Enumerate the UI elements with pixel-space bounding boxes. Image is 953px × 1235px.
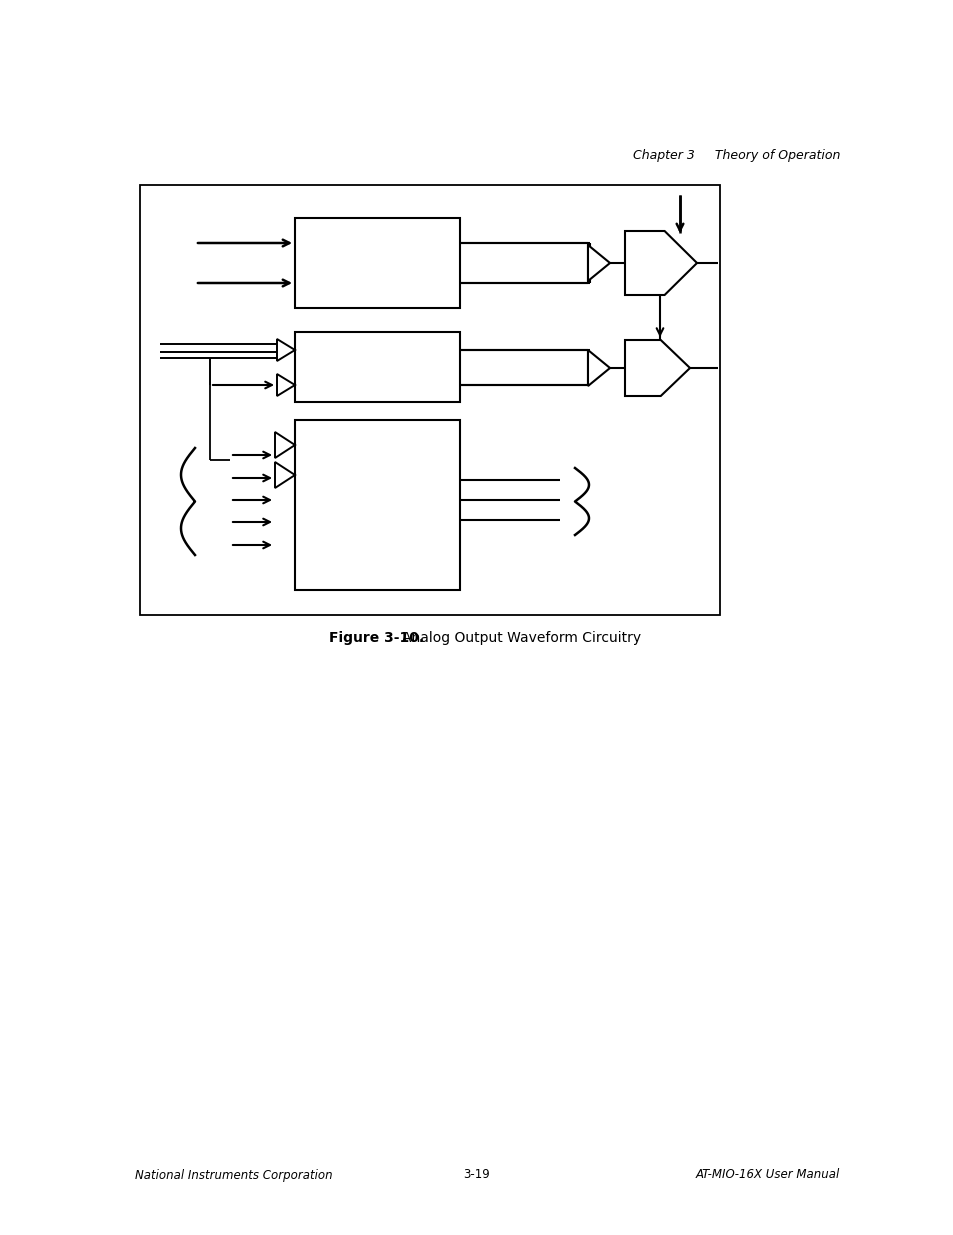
Text: Analog Output Waveform Circuitry: Analog Output Waveform Circuitry <box>401 631 640 645</box>
Polygon shape <box>624 340 689 396</box>
Bar <box>140 185 720 615</box>
Polygon shape <box>587 245 609 282</box>
Polygon shape <box>276 374 294 396</box>
Text: AT-MIO-16X User Manual: AT-MIO-16X User Manual <box>695 1168 840 1182</box>
Polygon shape <box>274 462 294 488</box>
Bar <box>294 420 459 590</box>
Bar <box>294 332 459 403</box>
Polygon shape <box>624 231 697 295</box>
Polygon shape <box>587 350 609 387</box>
Text: Figure 3-10.: Figure 3-10. <box>329 631 424 645</box>
Text: Chapter 3     Theory of Operation: Chapter 3 Theory of Operation <box>632 148 840 162</box>
Text: National Instruments Corporation: National Instruments Corporation <box>135 1168 333 1182</box>
Polygon shape <box>276 338 294 361</box>
Text: 3-19: 3-19 <box>463 1168 490 1182</box>
Polygon shape <box>274 432 294 458</box>
Bar <box>294 219 459 308</box>
